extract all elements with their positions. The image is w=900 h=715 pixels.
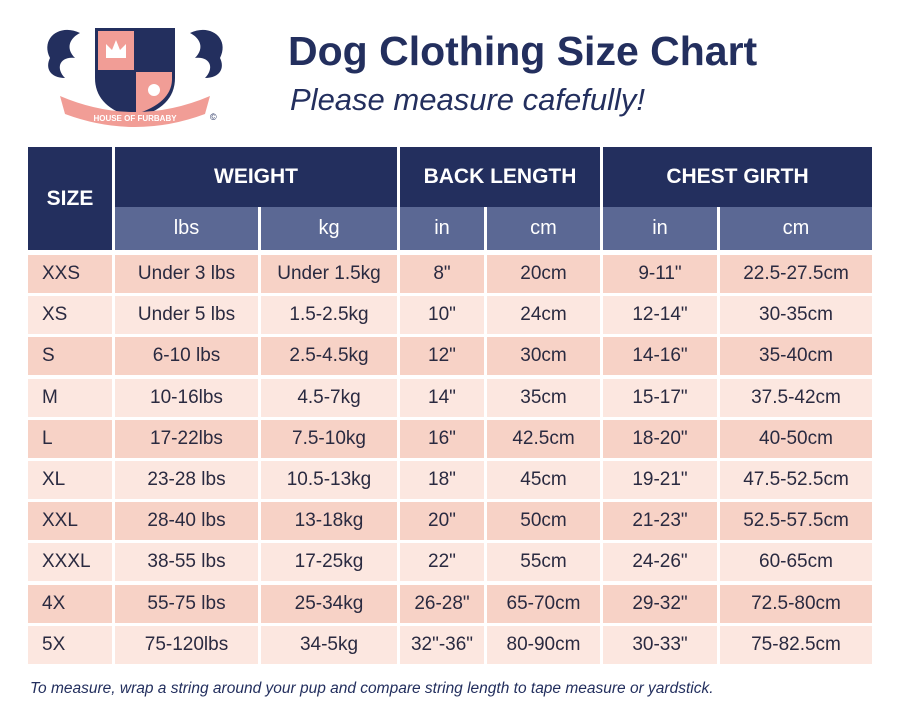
table-cell: 35-40cm (720, 337, 872, 376)
table-cell: 42.5cm (487, 419, 600, 458)
table-cell: 6-10 lbs (115, 337, 258, 376)
table-cell: Under 5 lbs (115, 296, 258, 335)
subtitle: Please measure cafefully! (290, 82, 645, 117)
table-cell: Under 3 lbs (115, 255, 258, 293)
title: Dog Clothing Size Chart (288, 28, 758, 74)
table-cell: 22" (400, 543, 484, 582)
table-cell: 55cm (487, 543, 600, 582)
size-label: S (28, 337, 112, 376)
size-label: XS (28, 296, 112, 335)
footer-note: To measure, wrap a string around your pu… (30, 680, 714, 697)
table-cell: 38-55 lbs (115, 543, 258, 582)
table-cell: 75-120lbs (115, 625, 258, 664)
logo-crown (106, 40, 126, 58)
table-cell: 30cm (487, 337, 600, 376)
table-cell: 60-65cm (720, 543, 872, 582)
table-cell: 32"-36" (400, 625, 484, 664)
unit-header: kg (261, 207, 397, 250)
table-cell: 25-34kg (261, 584, 397, 623)
table-cell: 13-18kg (261, 502, 397, 541)
table-cell: 8" (400, 255, 484, 293)
table-cell: 1.5-2.5kg (261, 296, 397, 335)
table-cell: 34-5kg (261, 625, 397, 664)
table-cell: 29-32" (603, 584, 717, 623)
table-cell: 28-40 lbs (115, 502, 258, 541)
table-cell: 75-82.5cm (720, 625, 872, 664)
table-cell: 30-33" (603, 625, 717, 664)
unit-header: cm (720, 207, 872, 250)
size-label: XXL (28, 502, 112, 541)
table-cell: 21-23" (603, 502, 717, 541)
logo-paw (148, 84, 160, 96)
table-cell: 15-17" (603, 378, 717, 417)
table-cell: 30-35cm (720, 296, 872, 335)
logo-flourish (190, 29, 223, 79)
group-header: CHEST GIRTH (603, 147, 872, 207)
table-cell: 10" (400, 296, 484, 335)
logo-text: HOUSE OF FURBABY (93, 114, 177, 123)
table-cell: 12" (400, 337, 484, 376)
table-cell: 20cm (487, 255, 600, 293)
logo: HOUSE OF FURBABY © (47, 28, 223, 127)
table-cell: 4.5-7kg (261, 378, 397, 417)
unit-header: in (603, 207, 717, 250)
table-cell: 24cm (487, 296, 600, 335)
table-cell: 2.5-4.5kg (261, 337, 397, 376)
table-cell: 17-22lbs (115, 419, 258, 458)
table-cell: 18" (400, 461, 484, 499)
size-label: M (28, 378, 112, 417)
logo-flourish (47, 29, 80, 79)
size-label: XXXL (28, 543, 112, 582)
table-cell: 47.5-52.5cm (720, 461, 872, 499)
table-cell: 23-28 lbs (115, 461, 258, 499)
table-cell: 16" (400, 419, 484, 458)
unit-header: in (400, 207, 484, 250)
table-cell: 72.5-80cm (720, 584, 872, 623)
unit-header: cm (487, 207, 600, 250)
size-label: L (28, 419, 112, 458)
table-cell: 10-16lbs (115, 378, 258, 417)
table-cell: 10.5-13kg (261, 461, 397, 499)
table-cell: 19-21" (603, 461, 717, 499)
table-cell: 80-90cm (487, 625, 600, 664)
table-cell: Under 1.5kg (261, 255, 397, 293)
size-label: 5X (28, 625, 112, 664)
table-cell: 65-70cm (487, 584, 600, 623)
table-cell: 37.5-42cm (720, 378, 872, 417)
table-cell: 12-14" (603, 296, 717, 335)
table-cell: 26-28" (400, 584, 484, 623)
table-cell: 55-75 lbs (115, 584, 258, 623)
logo-ribbon (60, 96, 210, 127)
table-cell: 17-25kg (261, 543, 397, 582)
table-cell: 20" (400, 502, 484, 541)
table-cell: 45cm (487, 461, 600, 499)
table-cell: 14" (400, 378, 484, 417)
group-header: BACK LENGTH (400, 147, 600, 207)
table-cell: 40-50cm (720, 419, 872, 458)
table-cell: 24-26" (603, 543, 717, 582)
logo-copyright: © (210, 112, 217, 122)
group-header: WEIGHT (115, 147, 397, 207)
table-cell: 7.5-10kg (261, 419, 397, 458)
size-label: 4X (28, 584, 112, 623)
table-cell: 35cm (487, 378, 600, 417)
size-label: XXS (28, 255, 112, 293)
unit-header: lbs (115, 207, 258, 250)
table-cell: 9-11" (603, 255, 717, 293)
table-cell: 50cm (487, 502, 600, 541)
table-cell: 14-16" (603, 337, 717, 376)
table-cell: 52.5-57.5cm (720, 502, 872, 541)
group-header: SIZE (28, 147, 112, 250)
size-label: XL (28, 461, 112, 499)
table-cell: 18-20" (603, 419, 717, 458)
table-cell: 22.5-27.5cm (720, 255, 872, 293)
